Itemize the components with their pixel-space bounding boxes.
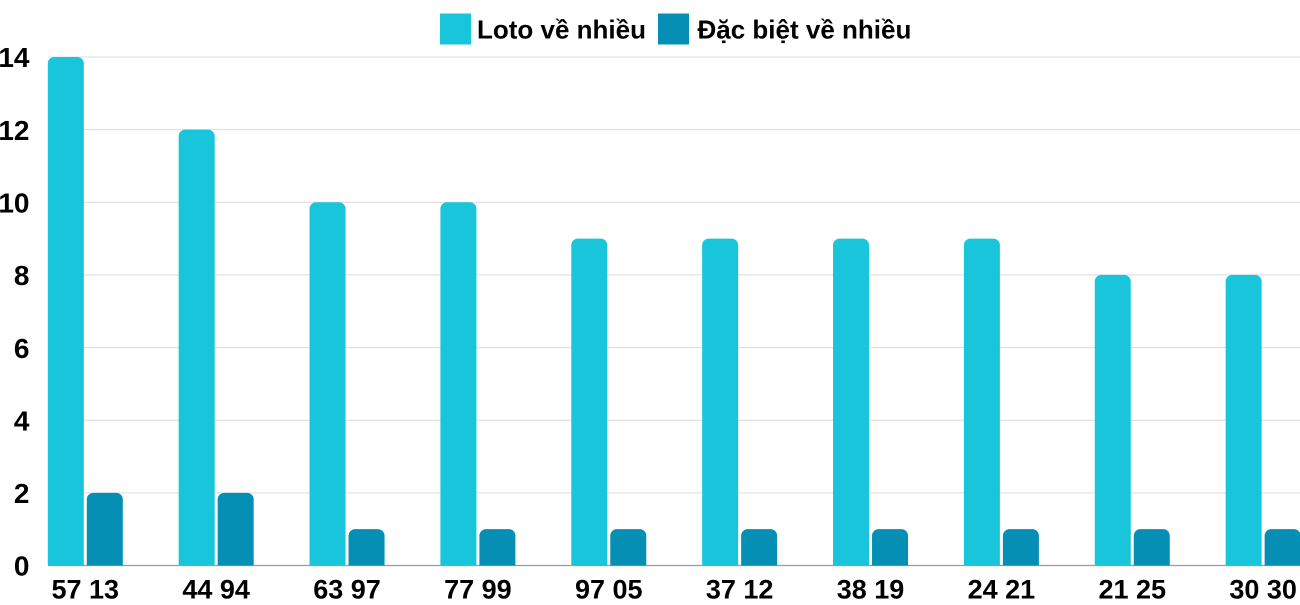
svg-text:6: 6	[14, 333, 30, 364]
svg-text:2: 2	[14, 478, 30, 509]
svg-text:37 12: 37 12	[706, 574, 774, 600]
svg-text:44 94: 44 94	[182, 574, 250, 600]
svg-text:8: 8	[14, 260, 30, 291]
svg-text:21 25: 21 25	[1098, 574, 1166, 600]
svg-text:10: 10	[0, 187, 30, 218]
svg-text:24 21: 24 21	[968, 574, 1036, 600]
svg-text:0: 0	[14, 551, 30, 582]
svg-text:57 13: 57 13	[52, 574, 120, 600]
svg-text:Loto về nhiều: Loto về nhiều	[477, 14, 646, 44]
svg-text:77 99: 77 99	[444, 574, 512, 600]
svg-text:97 05: 97 05	[575, 574, 643, 600]
svg-text:12: 12	[0, 115, 30, 146]
svg-text:38 19: 38 19	[837, 574, 905, 600]
svg-text:63 97: 63 97	[313, 574, 381, 600]
svg-text:14: 14	[0, 42, 30, 73]
svg-text:Đặc biệt về nhiều: Đặc biệt về nhiều	[698, 14, 912, 44]
svg-text:4: 4	[14, 405, 30, 436]
svg-text:30 30: 30 30	[1229, 574, 1297, 600]
